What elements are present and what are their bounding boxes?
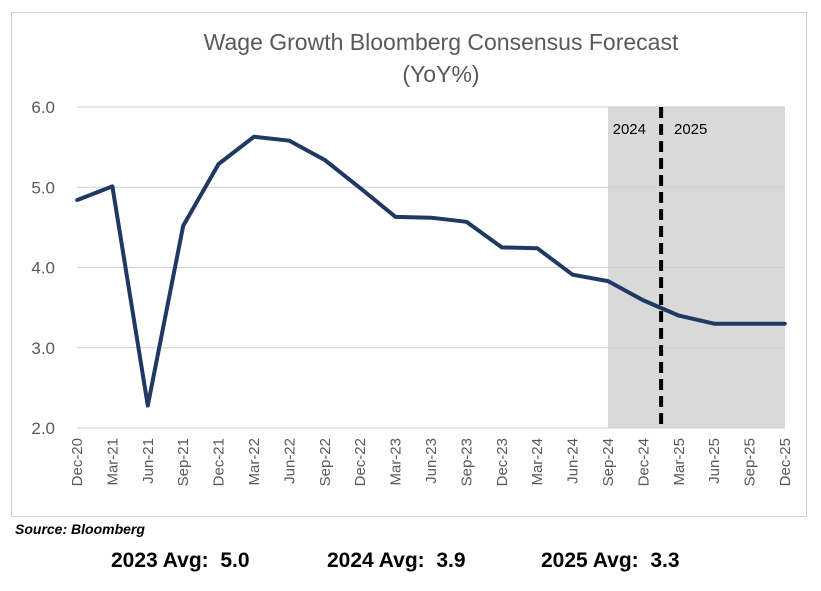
period-label-2025: 2025 (674, 121, 707, 138)
data-point (464, 219, 469, 224)
avg-2023-value: 5.0 (220, 549, 250, 572)
x-tick-label: Sep-22 (317, 438, 334, 486)
data-point (606, 279, 610, 283)
data-point (75, 198, 79, 202)
x-tick-label: Mar-25 (671, 438, 688, 486)
x-tick-label: Mar-24 (529, 438, 546, 486)
data-point (110, 184, 115, 189)
x-tick-label: Sep-21 (175, 438, 192, 486)
avg-2025: 2025 Avg: 3.3 (541, 549, 680, 573)
avg-2024-value: 3.9 (436, 549, 466, 572)
x-tick-label: Dec-22 (352, 438, 369, 486)
data-point (429, 215, 433, 220)
x-tick-label: Mar-23 (388, 438, 405, 486)
source-note: Source: Bloomberg (15, 521, 145, 537)
y-tick-label: 6.0 (31, 98, 55, 117)
x-tick-label: Sep-23 (458, 438, 475, 486)
x-tick-label: Jun-22 (281, 438, 298, 484)
avg-2025-value: 3.3 (650, 549, 680, 572)
data-point (677, 313, 681, 318)
data-point (323, 158, 327, 162)
data-point (712, 321, 716, 326)
x-tick-label: Jun-24 (565, 438, 582, 484)
data-point (252, 134, 256, 139)
x-tick-label: Dec-21 (211, 438, 228, 486)
avg-2023: 2023 Avg: 5.0 (111, 549, 250, 573)
x-tick-label: Sep-25 (742, 438, 759, 486)
line-chart: 2.0 3.0 4.0 5.0 6.0 Dec-20 Mar-21 Jun-21 Sep-21… (31, 29, 794, 486)
x-tick-label: Mar-22 (246, 438, 263, 486)
avg-2024-label: 2024 Avg: (327, 549, 425, 572)
data-point (641, 298, 646, 303)
x-tick-label: Dec-24 (635, 438, 652, 486)
data-point (181, 223, 185, 228)
data-point (287, 138, 292, 143)
avg-2025-label: 2025 Avg: (541, 549, 639, 572)
data-point (535, 246, 539, 251)
chart-subtitle: (YoY%) (402, 61, 479, 87)
data-point (393, 215, 398, 219)
x-tick-label: Mar-21 (104, 438, 121, 486)
data-point (570, 272, 575, 277)
x-tick-label: Dec-25 (777, 438, 794, 486)
data-point (747, 321, 752, 326)
avg-2023-label: 2023 Avg: (111, 549, 209, 572)
y-tick-label: 3.0 (31, 339, 55, 358)
data-point (216, 162, 221, 166)
x-tick-label: Jun-25 (706, 438, 723, 484)
data-point (358, 186, 363, 190)
x-tick-label: Jun-21 (140, 438, 157, 484)
y-tick-label: 5.0 (31, 178, 55, 197)
x-tick-label: Dec-23 (494, 438, 511, 486)
data-point (500, 245, 504, 250)
chart-frame: 2.0 3.0 4.0 5.0 6.0 Dec-20 Mar-21 Jun-21 Sep-21… (11, 12, 807, 517)
chart-title: Wage Growth Bloomberg Consensus Forecast (204, 29, 679, 55)
data-point (146, 403, 150, 408)
x-tick-label: Sep-24 (600, 438, 617, 486)
avg-2024: 2024 Avg: 3.9 (327, 549, 466, 573)
period-label-2024: 2024 (613, 121, 646, 138)
data-point (783, 321, 787, 326)
y-tick-label: 4.0 (31, 259, 55, 278)
y-tick-label: 2.0 (31, 419, 55, 438)
x-tick-label: Jun-23 (423, 438, 440, 484)
x-tick-label: Dec-20 (69, 438, 86, 486)
